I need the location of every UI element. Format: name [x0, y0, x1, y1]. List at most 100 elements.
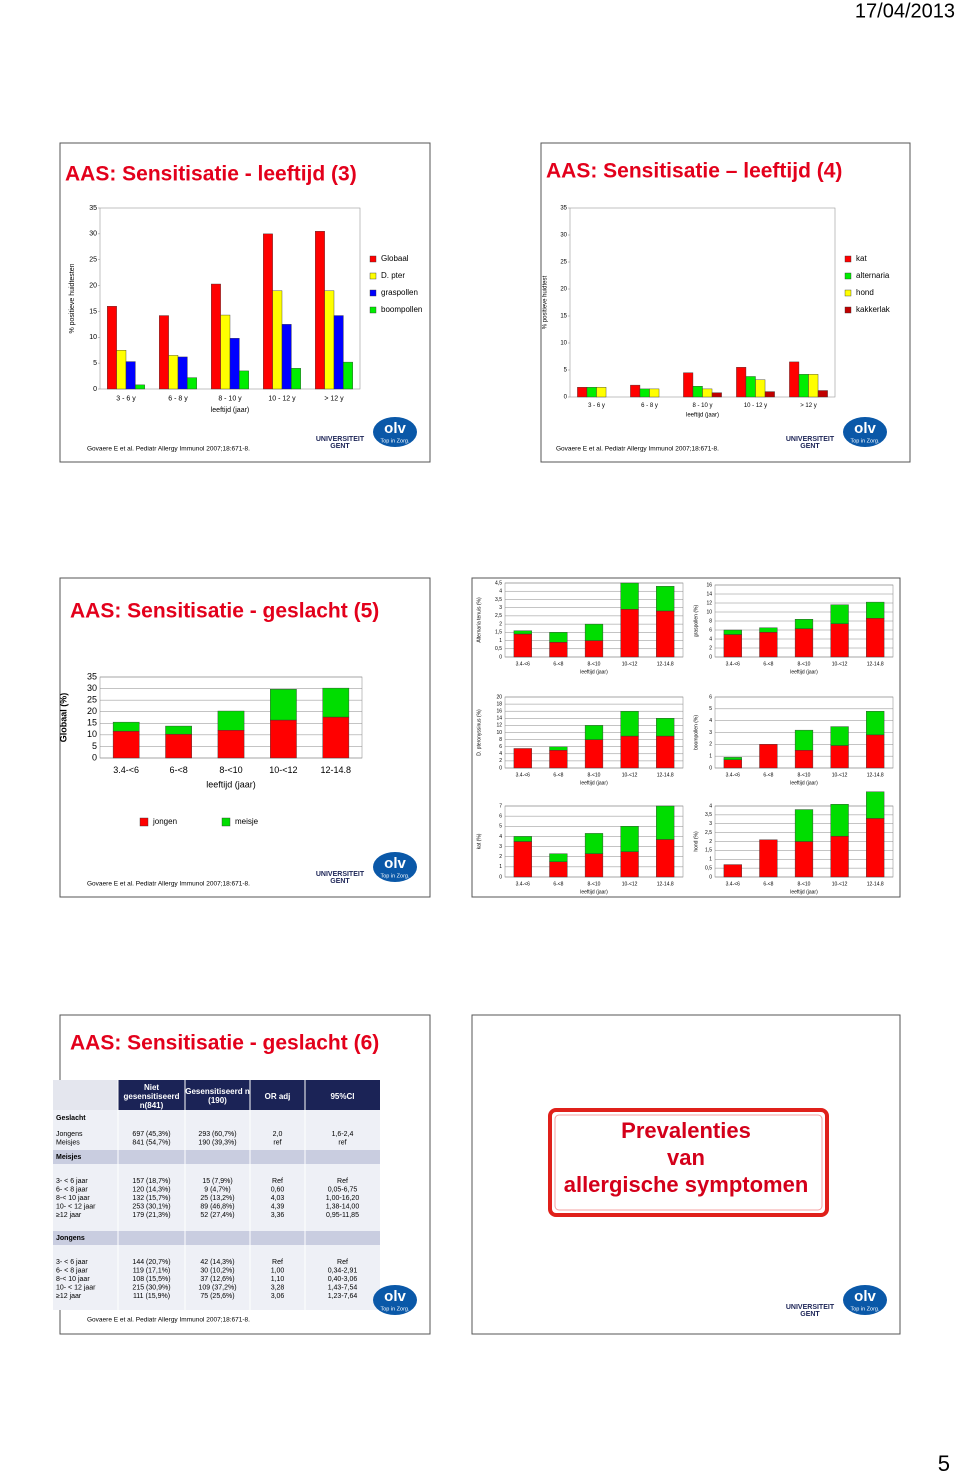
table-cell: 0,40-3,06	[328, 1276, 358, 1283]
citation: Govaere E et al. Pediatr Allergy Immunol…	[87, 881, 250, 888]
y-tick-label: 10	[560, 341, 567, 347]
y-tick-label: 20	[560, 287, 567, 293]
y-tick-label: 10	[89, 334, 97, 341]
y-tick-label: 15	[560, 314, 567, 320]
slide-title: AAS: Sensitisatie – leeftijd (4)	[546, 160, 842, 183]
bar-segment	[513, 836, 532, 842]
x-tick-label: > 12 y	[324, 396, 344, 403]
bar	[315, 231, 325, 390]
table-cell: 0,34-2,91	[328, 1267, 358, 1274]
bar-segment	[656, 586, 675, 612]
y-tick-label: 4	[709, 803, 712, 809]
bar-segment	[830, 835, 849, 878]
table-cell: 25 (13,2%)	[200, 1195, 234, 1202]
y-tick-label: 2,5	[705, 830, 712, 836]
x-tick-label: 12-14.8	[867, 772, 884, 778]
table-cell: ≥12 jaar	[56, 1212, 82, 1219]
bar-segment	[656, 718, 675, 737]
y-tick-label: 3,5	[705, 812, 712, 818]
table-cell: ref	[273, 1139, 281, 1146]
table-cell: 3- < 6 jaar	[56, 1259, 88, 1266]
x-tick-label: 10-<12	[622, 772, 638, 778]
table-cell: 3,28	[271, 1284, 285, 1291]
table-cell: Ref	[272, 1259, 283, 1266]
y-tick-label: 5	[92, 741, 97, 751]
legend-swatch	[844, 289, 852, 297]
citation: Govaere E et al. Pediatr Allergy Immunol…	[556, 446, 719, 453]
bar-segment	[866, 618, 885, 658]
bar	[755, 379, 766, 398]
y-tick-label: 25	[560, 260, 567, 266]
y-tick-label: 2	[709, 645, 712, 651]
x-axis-label: leeftijd (jaar)	[580, 780, 608, 786]
table-cell: 157 (18,7%)	[132, 1178, 170, 1185]
legend-swatch	[221, 817, 231, 827]
bar-segment	[830, 726, 849, 746]
legend-label: hond	[856, 288, 874, 297]
y-tick-label: 15	[89, 308, 97, 315]
y-axis-label: boompollen (%)	[693, 715, 699, 750]
x-tick-label: > 12 y	[800, 403, 817, 409]
table-cell: ref	[338, 1139, 346, 1146]
bar-segment	[584, 739, 604, 769]
table-cell: 144 (20,7%)	[132, 1259, 170, 1266]
y-tick-label: 0	[499, 874, 502, 880]
x-tick-label: 12-14.8	[657, 661, 674, 667]
table-cell: 52 (27,4%)	[200, 1212, 234, 1219]
text-box	[548, 1108, 829, 1217]
y-tick-label: 12	[496, 723, 502, 729]
bar-segment	[322, 716, 350, 759]
bar-segment	[584, 640, 604, 658]
x-axis-label: leeftijd (jaar)	[580, 889, 608, 895]
table-cell: 10- < 12 jaar	[56, 1203, 96, 1210]
table-cell: 293 (60,7%)	[198, 1131, 236, 1138]
table-cell: 15 (7,9%)	[202, 1178, 232, 1185]
y-tick-label: 16	[706, 582, 712, 588]
logo-badge	[843, 417, 887, 447]
bar	[159, 315, 169, 390]
legend-swatch	[844, 306, 852, 314]
text-box-inner	[554, 1114, 823, 1211]
bar	[702, 388, 713, 398]
y-tick-label: 1	[499, 638, 502, 644]
logo-brand: olv	[384, 1288, 406, 1305]
bar-segment	[794, 841, 814, 878]
table-cell: 109 (37,2%)	[198, 1284, 236, 1291]
table-cell: 253 (30,1%)	[132, 1203, 170, 1210]
bar-segment	[549, 853, 568, 862]
x-tick-label: 3.4-<6	[516, 772, 531, 778]
table-cell: Meisjes	[56, 1139, 80, 1146]
y-tick-label: 14	[706, 591, 712, 597]
y-tick-label: 5	[93, 360, 97, 367]
x-tick-label: 3.4-<6	[113, 765, 139, 775]
y-tick-label: 6	[499, 813, 502, 819]
table-cell: 0,05-6,75	[328, 1186, 358, 1193]
bar-segment	[866, 711, 885, 736]
table-cell: 697 (45,3%)	[132, 1131, 170, 1138]
y-tick-label: 10	[706, 609, 712, 615]
table-cell: 1,23-7,64	[328, 1293, 358, 1300]
bar-segment	[656, 735, 675, 769]
table-cell: 1,43-7,54	[328, 1284, 358, 1291]
x-tick-label: 6 - 8 y	[168, 396, 188, 403]
y-axis-label: graspollen (%)	[693, 605, 699, 638]
bar-segment	[549, 746, 568, 751]
y-tick-label: 1,5	[705, 848, 712, 854]
section-band	[53, 1231, 380, 1245]
bar-segment	[723, 757, 742, 760]
y-tick-label: 3	[709, 730, 712, 736]
y-tick-label: 4	[709, 718, 712, 724]
bar-segment	[322, 687, 350, 718]
bar-segment	[723, 634, 742, 658]
legend-label: jongen	[152, 817, 177, 826]
y-tick-label: 15	[87, 718, 97, 728]
table-cell: 42 (14,3%)	[200, 1259, 234, 1266]
x-tick-label: 3.4-<6	[726, 661, 741, 667]
bar-segment	[217, 730, 245, 759]
bar	[135, 384, 145, 390]
bar-segment	[830, 623, 849, 658]
y-tick-label: 0	[93, 386, 97, 393]
y-tick-label: 2	[709, 839, 712, 845]
legend-label: alternaria	[856, 271, 890, 280]
logo-university: UNIVERSITEIT	[786, 1304, 835, 1311]
